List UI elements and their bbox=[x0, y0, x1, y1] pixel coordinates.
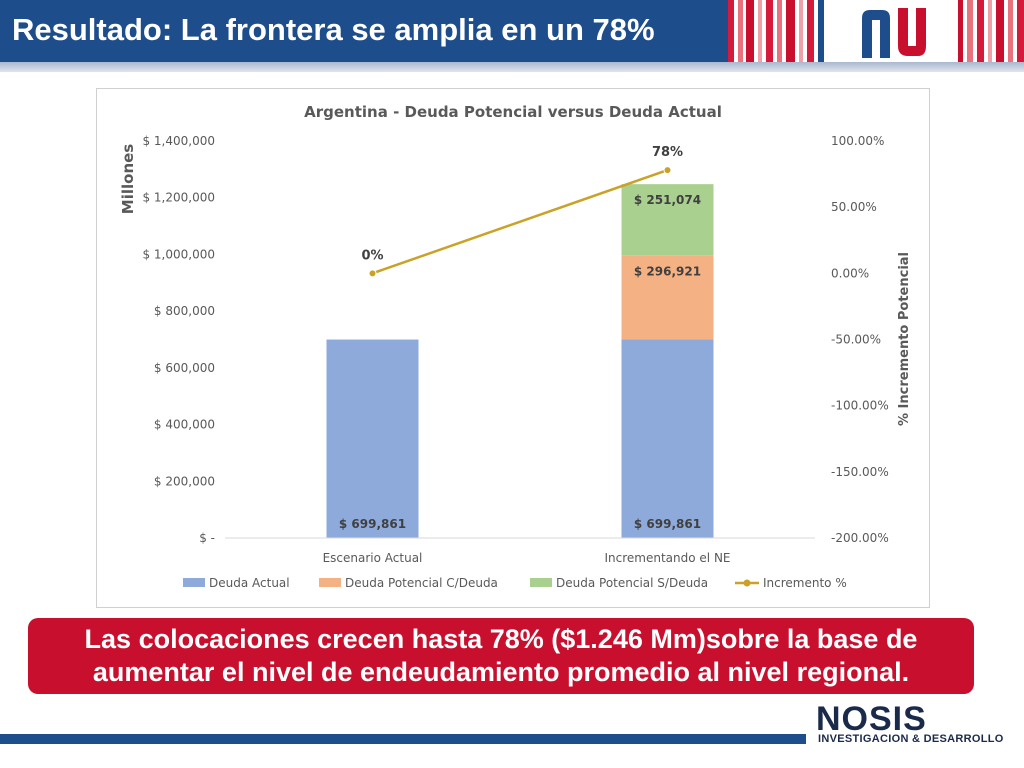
x-tick-label: Incrementando el NE bbox=[605, 551, 731, 565]
x-tick-label: Escenario Actual bbox=[323, 551, 423, 565]
bar-segment bbox=[326, 339, 419, 538]
page-title: Resultado: La frontera se amplia en un 7… bbox=[12, 12, 655, 47]
y2-tick-label: -50.00% bbox=[831, 333, 881, 347]
y2-tick-label: 50.00% bbox=[831, 200, 877, 214]
bar-data-label: $ 296,921 bbox=[634, 264, 701, 278]
bar-segment bbox=[621, 339, 714, 538]
line-series bbox=[372, 168, 668, 275]
y2-tick-label: -100.00% bbox=[831, 399, 889, 413]
chart-title: Argentina - Deuda Potencial versus Deuda… bbox=[304, 103, 722, 121]
y-tick-label: $ 400,000 bbox=[154, 418, 215, 432]
y-tick-label: $ - bbox=[199, 531, 215, 545]
nu-logo-icon bbox=[862, 8, 926, 58]
footer-bar bbox=[0, 734, 806, 744]
chart: Argentina - Deuda Potencial versus Deuda… bbox=[119, 103, 912, 590]
y2-tick-label: -200.00% bbox=[831, 531, 889, 545]
y-tick-label: $ 1,200,000 bbox=[142, 191, 215, 205]
legend-swatch bbox=[530, 578, 552, 587]
header-stripes-left bbox=[728, 0, 828, 62]
bar-segment bbox=[621, 184, 714, 256]
bar-data-label: $ 699,861 bbox=[339, 517, 406, 531]
bar-data-label: $ 251,074 bbox=[634, 193, 701, 207]
legend-label: Deuda Potencial S/Deuda bbox=[556, 576, 708, 590]
header: Resultado: La frontera se amplia en un 7… bbox=[0, 0, 1024, 72]
line-data-label: 0% bbox=[361, 248, 383, 263]
y-tick-label: $ 1,000,000 bbox=[142, 247, 215, 261]
y-tick-label: $ 800,000 bbox=[154, 304, 215, 318]
y-tick-label: $ 200,000 bbox=[154, 474, 215, 488]
banner-line-1: Las colocaciones crecen hasta 78% ($1.24… bbox=[84, 624, 918, 654]
legend-label: Incremento % bbox=[763, 576, 847, 590]
header-title-bar: Resultado: La frontera se amplia en un 7… bbox=[0, 0, 728, 62]
y2-tick-label: 100.00% bbox=[831, 134, 884, 148]
conclusion-banner: Las colocaciones crecen hasta 78% ($1.24… bbox=[28, 618, 974, 694]
nosis-subtitle: INVESTIGACION & DESARROLLO bbox=[818, 733, 1004, 745]
line-point bbox=[663, 166, 672, 175]
chart-frame: Argentina - Deuda Potencial versus Deuda… bbox=[96, 88, 930, 608]
y2-tick-label: -150.00% bbox=[831, 465, 889, 479]
banner-line-2: aumentar el nivel de endeudamiento prome… bbox=[92, 657, 910, 687]
y-axis-label: Millones bbox=[119, 144, 137, 215]
header-stripes-right bbox=[958, 0, 1024, 62]
line-data-label: 78% bbox=[652, 145, 683, 160]
legend-label: Deuda Potencial C/Deuda bbox=[345, 576, 498, 590]
y-tick-label: $ 1,400,000 bbox=[142, 134, 215, 148]
header-underline bbox=[0, 62, 1024, 72]
nosis-logo-text: NOSIS bbox=[816, 700, 927, 738]
bar-data-label: $ 699,861 bbox=[634, 517, 701, 531]
y2-axis-label: % Incremento Potencial bbox=[897, 252, 912, 426]
legend-label: Deuda Actual bbox=[209, 576, 290, 590]
legend-swatch bbox=[183, 578, 205, 587]
line-point bbox=[368, 269, 377, 278]
bar-segment bbox=[621, 255, 714, 340]
legend-swatch bbox=[319, 578, 341, 587]
y2-tick-label: 0.00% bbox=[831, 266, 869, 280]
y-tick-label: $ 600,000 bbox=[154, 361, 215, 375]
legend-swatch-marker bbox=[743, 579, 751, 587]
nosis-logo: NOSIS bbox=[816, 700, 927, 738]
